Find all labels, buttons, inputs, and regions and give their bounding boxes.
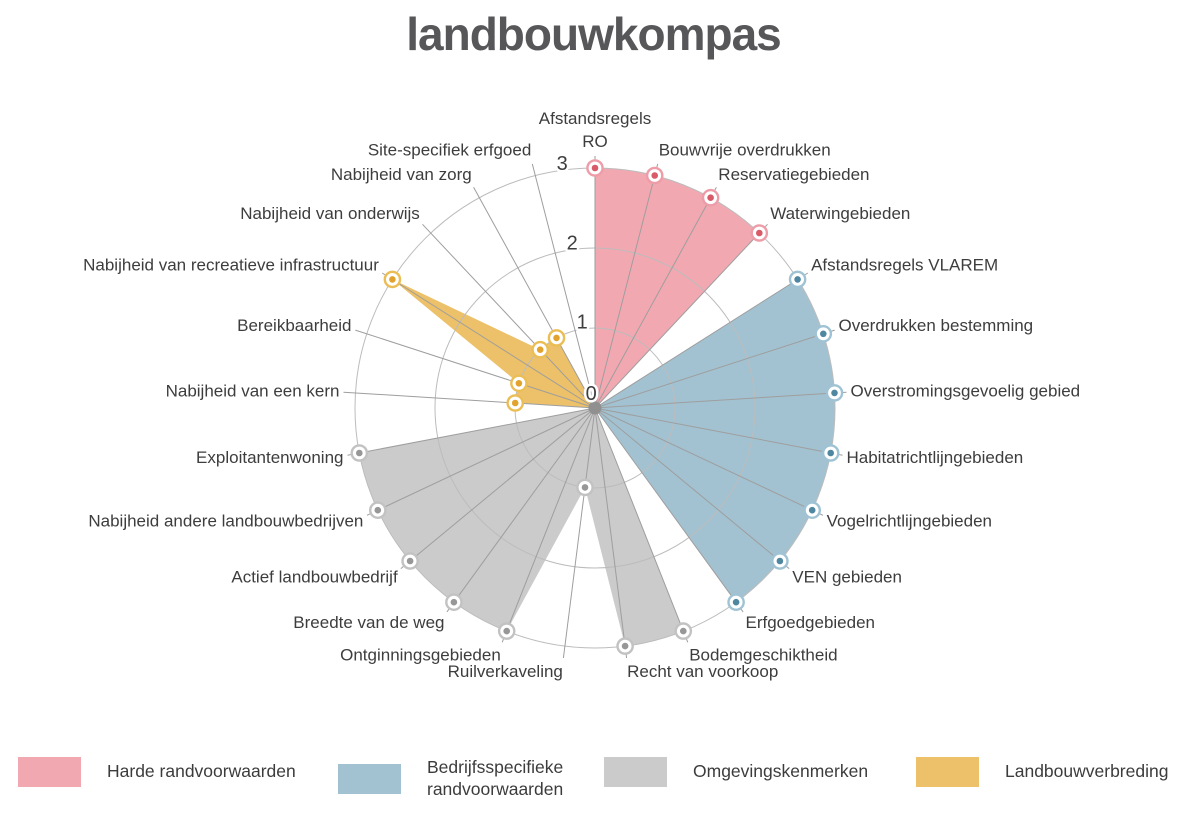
data-point-marker [356, 449, 363, 457]
spoke-line [594, 391, 847, 409]
spoke-line [594, 407, 689, 643]
spoke-line [355, 329, 596, 409]
data-point-marker [591, 164, 599, 172]
chart-title: landbouwkompas [406, 8, 781, 60]
data-point-marker [794, 276, 801, 283]
data-point-marker [503, 627, 511, 635]
data-point-marker [808, 506, 816, 514]
category-label: Exploitantenwoning [196, 448, 343, 467]
spoke-line [531, 163, 596, 409]
category-label: Nabijheid van recreatieve infrastructuur [83, 256, 379, 275]
data-point-marker [374, 506, 382, 514]
data-point-marker [553, 334, 560, 342]
data-point-marker [536, 346, 544, 354]
spoke-line [381, 272, 596, 409]
data-point-marker [450, 598, 458, 606]
category-label: Afstandsregels VLAREM [811, 256, 998, 275]
radial-tick-label: 1 [577, 312, 588, 334]
data-point-marker [581, 484, 589, 491]
spoke-line [594, 407, 824, 516]
spoke-line [501, 407, 596, 643]
legend-swatch [18, 757, 81, 787]
spoke-line [422, 223, 596, 409]
legend-item-landbouwverbreding[interactable]: Landbouwverbreding [916, 757, 1168, 787]
category-label: Recht van voorkoop [627, 662, 778, 681]
spoke-line [594, 407, 628, 659]
radial-tick-label: 3 [557, 153, 568, 175]
category-label: Ontginningsgebieden [340, 645, 501, 664]
data-point-marker [651, 172, 658, 179]
legend-label: Bedrijfsspecifieke randvoorwaarden [427, 757, 564, 799]
legend-label: Harde randvoorwaarden [107, 761, 296, 782]
spoke-line [562, 407, 596, 659]
legend-item-bedrijfsspecifieke[interactable]: Bedrijfsspecifieke randvoorwaarden [338, 757, 563, 800]
spoke-line [473, 186, 596, 409]
area-bedrijfsspecifieke [595, 279, 835, 603]
data-point-marker [776, 557, 784, 565]
spoke-line [446, 407, 596, 613]
legend-swatch [916, 757, 979, 787]
spoke-line [343, 391, 596, 409]
spoke-line [594, 407, 790, 569]
spoke-line [400, 407, 596, 569]
spoke-line [594, 272, 809, 409]
category-label: Afstandsregels RO [539, 109, 651, 151]
data-point-marker [756, 229, 763, 237]
radial-tick-label: 2 [567, 232, 578, 254]
data-point-marker [827, 449, 834, 457]
radial-tick-label: 0 [586, 383, 597, 405]
data-point-marker [389, 276, 396, 283]
category-label: Bodemgeschiktheid [689, 645, 837, 664]
category-label: Bereikbaarheid [237, 316, 351, 335]
category-label: Nabijheid andere landbouwbedrijven [88, 511, 363, 530]
category-label: VEN gebieden [792, 568, 902, 587]
category-label: Overdrukken bestemming [839, 316, 1034, 335]
data-point-marker [515, 380, 523, 387]
category-label: Nabijheid van onderwijs [240, 204, 420, 223]
data-point-marker [406, 557, 414, 565]
center-hub [588, 401, 602, 415]
data-point-marker [707, 194, 714, 201]
spoke-line [594, 163, 659, 409]
data-point-marker [621, 642, 629, 650]
legend-item-harde[interactable]: Harde randvoorwaarden [18, 757, 296, 787]
category-label: Habitatrichtlijngebieden [847, 448, 1024, 467]
legend-label: Landbouwverbreding [1005, 761, 1169, 782]
legend-item-omgevingskenmerken[interactable]: Omgevingskenmerken [604, 757, 868, 787]
spoke-line [594, 223, 768, 409]
spoke-line [594, 329, 835, 409]
data-point-marker [680, 627, 687, 635]
category-label: Site-specifiek erfgoed [368, 140, 531, 159]
data-point-marker [820, 330, 827, 338]
legend-swatch [604, 757, 667, 787]
legend-swatch [338, 763, 401, 794]
category-label: Nabijheid van zorg [331, 165, 472, 184]
category-label: Bouwvrije overdrukken [659, 140, 831, 159]
category-label: Vogelrichtlijngebieden [827, 511, 992, 530]
spoke-line [594, 186, 717, 409]
category-label: Breedte van de weg [293, 613, 444, 632]
category-label: Reservatiegebieden [718, 165, 869, 184]
category-label: Nabijheid van een kern [166, 381, 340, 400]
category-label: Actief landbouwbedrijf [231, 568, 398, 587]
data-point-marker [511, 399, 519, 407]
legend-label: Omgevingskenmerken [693, 761, 869, 782]
data-point-marker [831, 389, 838, 397]
category-label: Erfgoedgebieden [746, 613, 876, 632]
spoke-line [347, 407, 596, 456]
data-point-marker [732, 598, 740, 606]
area-harde [595, 167, 760, 408]
category-label: Waterwingebieden [770, 204, 910, 223]
category-label: Ruilverkaveling [448, 662, 563, 681]
spoke-line [366, 407, 596, 516]
spoke-line [594, 407, 843, 456]
spoke-line [594, 407, 744, 613]
category-label: Overstromingsgevoelig gebied [851, 381, 1081, 400]
